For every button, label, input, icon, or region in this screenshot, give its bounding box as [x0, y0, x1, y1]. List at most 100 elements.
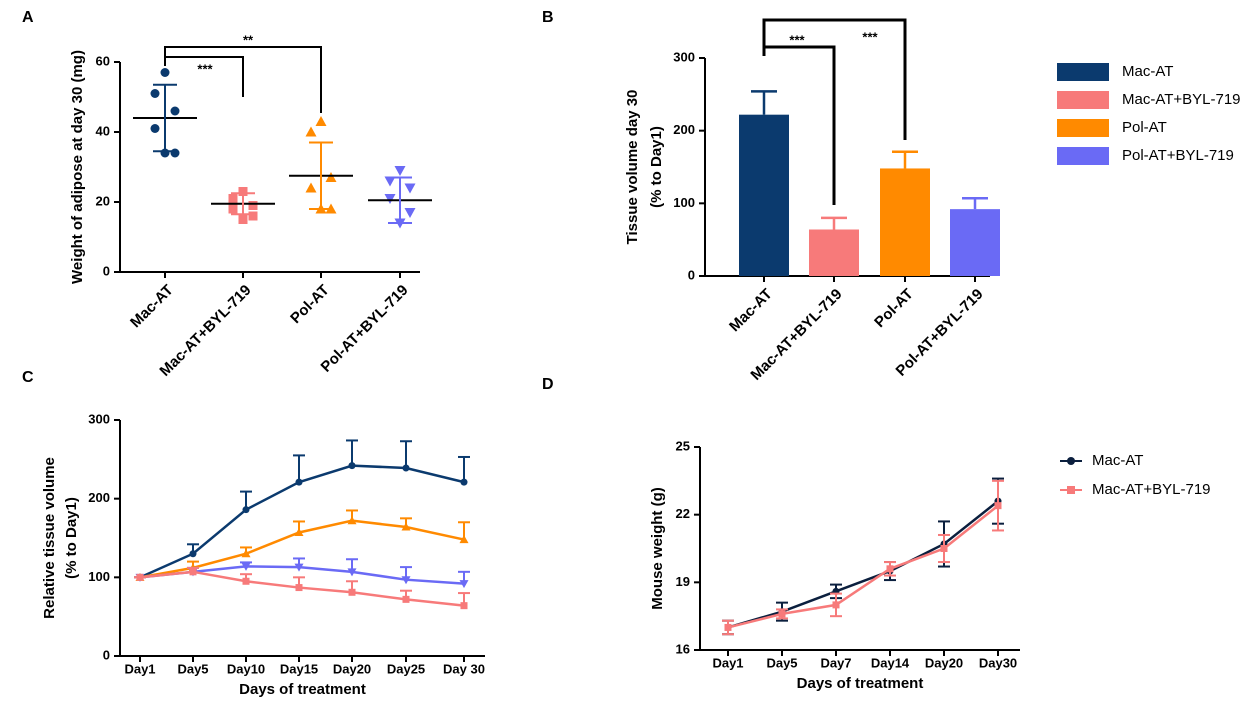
legend-label: Pol-AT	[1122, 119, 1167, 136]
data-point	[238, 187, 248, 196]
data-point	[136, 573, 144, 581]
significance-bracket	[762, 18, 907, 140]
significance-label: ***	[789, 32, 805, 47]
significance-bracket	[164, 56, 244, 97]
data-point	[242, 506, 250, 514]
data-point	[241, 549, 251, 558]
data-point	[724, 623, 732, 631]
data-point	[994, 502, 1002, 510]
panel-label: D	[542, 376, 554, 393]
data-point	[940, 545, 948, 552]
y-axis-label: (% to Day1)	[63, 497, 80, 579]
bar	[739, 114, 789, 277]
y-tick-label: 200	[673, 122, 695, 137]
data-point	[228, 204, 238, 214]
data-point	[170, 148, 180, 158]
panel-label: B	[542, 9, 554, 26]
legend-swatch	[1057, 63, 1109, 81]
data-point	[402, 464, 410, 472]
x-tick-label: Day20	[925, 655, 963, 670]
data-point	[295, 478, 303, 486]
legend-label: Mac-AT	[1092, 452, 1143, 469]
data-point	[315, 116, 327, 126]
data-point	[404, 183, 416, 194]
legend-swatch	[1057, 147, 1109, 165]
y-axis-label: (% to Day1)	[648, 126, 665, 208]
data-point	[189, 550, 197, 558]
x-tick-label: Pol-AT+BYL-719	[318, 282, 412, 376]
data-point	[401, 576, 411, 585]
y-tick-label: 60	[96, 53, 110, 68]
data-point	[248, 211, 258, 221]
data-point	[305, 126, 317, 137]
bar	[880, 168, 930, 276]
y-tick-label: 100	[88, 569, 110, 584]
y-axis-label: Weight of adipose at day 30 (mg)	[69, 50, 86, 284]
data-point	[294, 527, 304, 536]
panel-label: C	[22, 369, 34, 386]
data-point	[402, 595, 410, 603]
data-point	[460, 478, 468, 486]
data-point	[886, 565, 894, 573]
legend-swatch	[1057, 119, 1109, 137]
bar	[809, 229, 859, 276]
y-tick-label: 20	[96, 193, 110, 208]
data-point	[305, 182, 317, 193]
x-tick-label: Day7	[820, 655, 851, 670]
y-axis-label: Relative tissue volume	[41, 457, 58, 619]
significance-bracket	[762, 45, 836, 205]
legend-swatch	[1057, 91, 1109, 109]
data-point	[150, 124, 160, 133]
significance-label: ***	[197, 61, 213, 76]
x-axis-label: Days of treatment	[239, 681, 366, 698]
data-point	[294, 563, 304, 572]
data-point	[459, 535, 469, 544]
x-tick-label: Pol-AT	[871, 286, 916, 331]
y-tick-label: 0	[103, 647, 110, 662]
series-line	[727, 504, 999, 629]
x-tick-label: Day1	[124, 661, 155, 676]
data-point	[189, 568, 197, 576]
data-point	[238, 215, 248, 224]
data-point	[295, 584, 303, 592]
data-point	[347, 516, 357, 525]
x-tick-label: Day5	[177, 661, 208, 676]
x-tick-label: Day10	[227, 661, 265, 676]
data-point	[325, 172, 337, 182]
data-point	[348, 588, 356, 596]
legend-marker	[1067, 486, 1075, 494]
y-axis-label: Mouse weight (g)	[649, 487, 666, 610]
data-point	[347, 568, 357, 577]
legend-label: Mac-AT	[1122, 63, 1173, 80]
data-point	[241, 562, 251, 571]
x-tick-label: Day20	[333, 661, 371, 676]
x-tick-label: Mac-AT	[127, 282, 177, 332]
data-point	[384, 176, 396, 187]
x-tick-label: Mac-AT	[726, 286, 776, 336]
data-point	[242, 577, 250, 585]
data-point	[160, 68, 170, 77]
data-point	[384, 194, 396, 204]
x-tick-label: Day14	[871, 655, 910, 670]
data-point	[460, 602, 468, 610]
data-point	[404, 208, 416, 218]
y-tick-label: 0	[688, 267, 695, 282]
y-tick-label: 19	[676, 574, 690, 589]
x-tick-label: Pol-AT	[287, 282, 332, 327]
significance-bracket	[164, 46, 322, 113]
y-tick-label: 25	[676, 438, 690, 453]
y-tick-label: 300	[673, 49, 695, 64]
y-tick-label: 16	[676, 641, 690, 656]
x-tick-label: Day1	[712, 655, 743, 670]
legend-label: Pol-AT+BYL-719	[1122, 147, 1234, 164]
legend-label: Mac-AT+BYL-719	[1092, 481, 1211, 498]
legend-marker	[1067, 457, 1075, 465]
y-tick-label: 22	[676, 506, 690, 521]
legend-label: Mac-AT+BYL-719	[1122, 91, 1240, 108]
data-point	[459, 580, 469, 589]
panel-label: A	[22, 9, 34, 26]
data-point	[228, 194, 238, 203]
y-tick-label: 200	[88, 490, 110, 505]
y-axis-label: Tissue volume day 30	[624, 90, 641, 245]
significance-label: ***	[862, 29, 878, 44]
